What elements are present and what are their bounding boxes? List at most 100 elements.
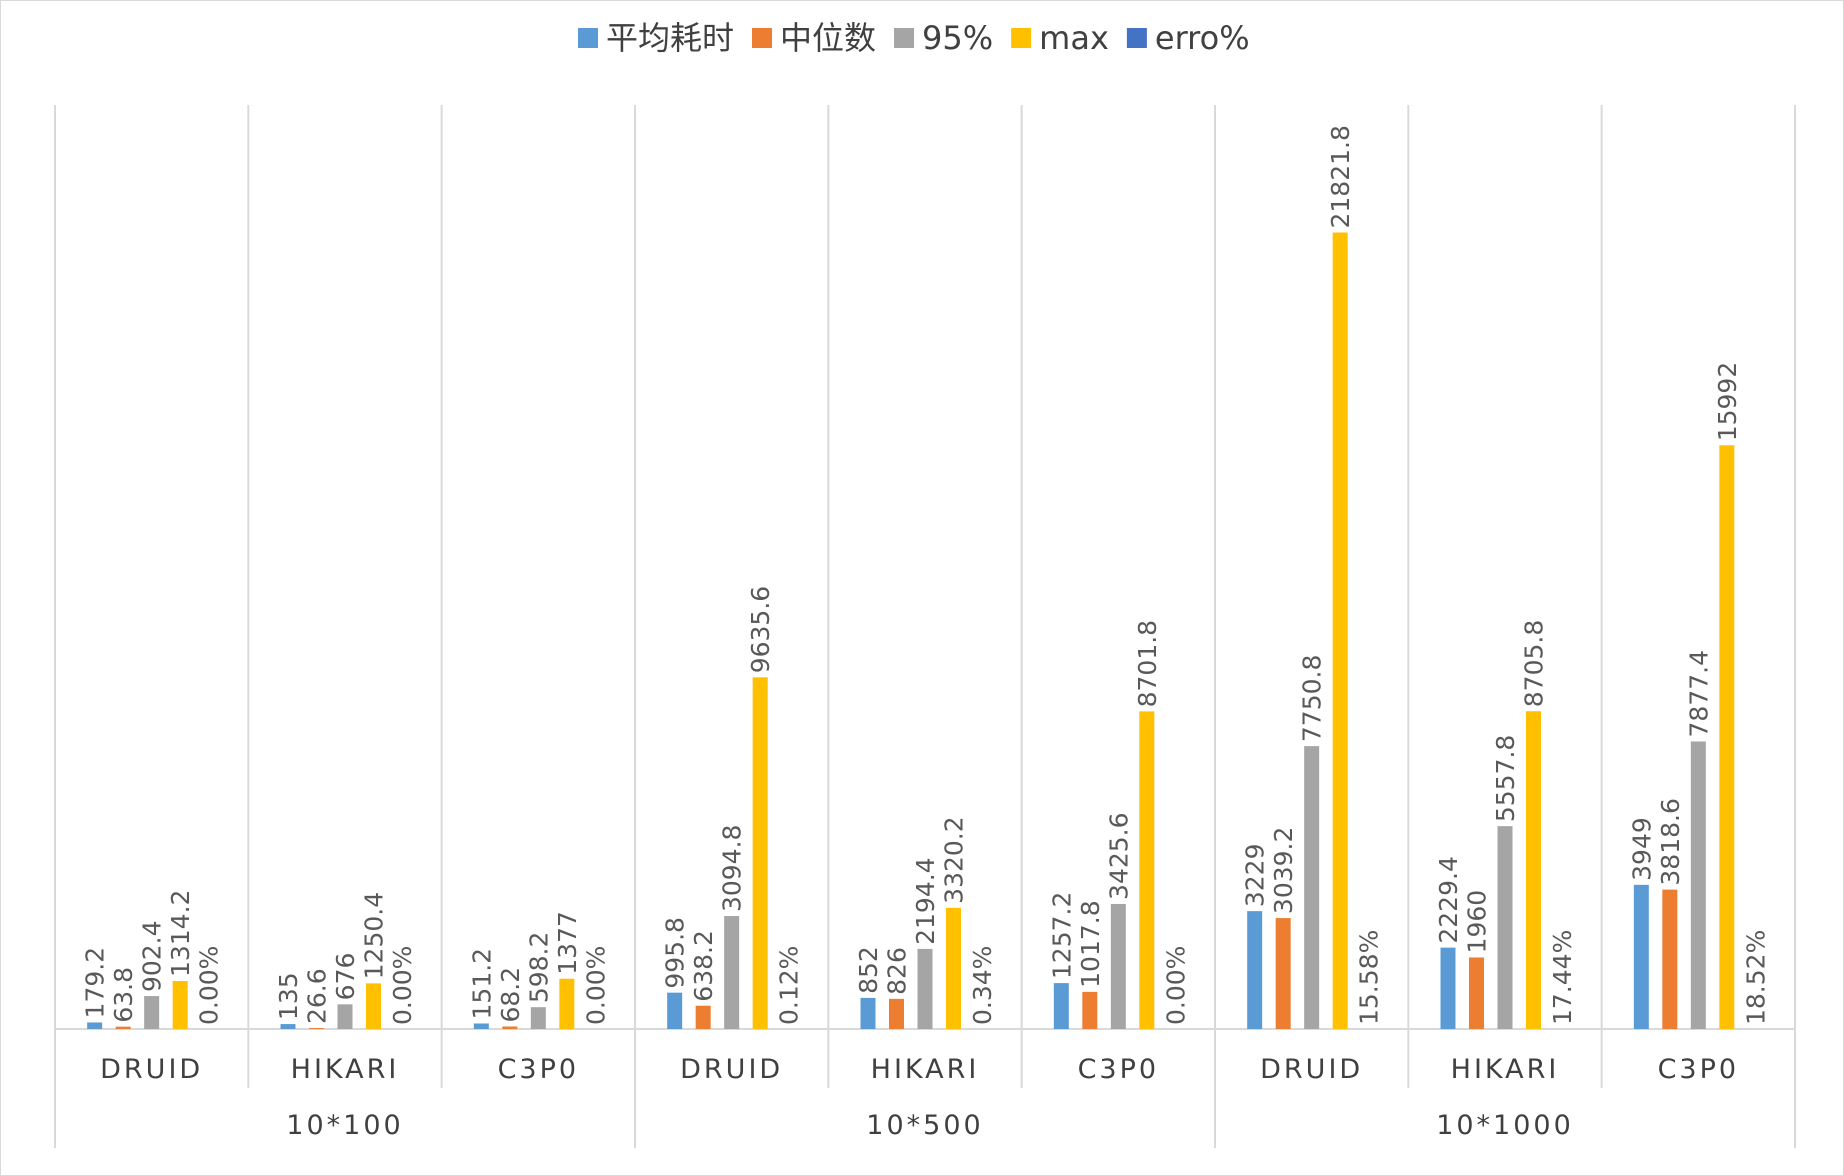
bar-中位数-druid <box>115 1026 131 1029</box>
data-label: 0.00% <box>1161 946 1190 1025</box>
bar-中位数-druid <box>695 1005 711 1029</box>
category-label: HIKARI <box>871 1054 980 1085</box>
bar-平均耗时-druid <box>667 992 683 1029</box>
legend-swatch <box>1011 28 1032 48</box>
bar-中位数-hikari <box>309 1028 324 1029</box>
group-label: 10*1000 <box>1436 1110 1574 1141</box>
bar-平均耗时-hikari <box>1440 947 1456 1029</box>
data-label: 3949 <box>1627 817 1656 881</box>
bar-max-druid <box>1332 232 1348 1030</box>
bar-平均耗时-druid <box>87 1022 103 1029</box>
data-label: 8701.8 <box>1133 620 1162 707</box>
category-label: DRUID <box>1260 1054 1363 1085</box>
data-label: 1257.2 <box>1047 892 1076 979</box>
category-label: DRUID <box>100 1054 203 1085</box>
data-label: 15992 <box>1713 362 1742 442</box>
bar-95%-hikari <box>917 948 933 1029</box>
data-label: 995.8 <box>661 917 690 989</box>
group-label: 10*100 <box>286 1110 403 1141</box>
bar-95%-c3p0 <box>530 1007 546 1029</box>
data-label: 2194.4 <box>911 857 940 944</box>
data-label: 63.8 <box>109 967 138 1023</box>
bar-中位数-hikari <box>889 998 904 1029</box>
legend-label: 中位数 <box>780 19 876 57</box>
data-label: 135 <box>274 972 303 1020</box>
bar-max-hikari <box>366 983 381 1029</box>
bar-95%-hikari <box>337 1004 353 1029</box>
bar-max-hikari <box>1526 711 1541 1029</box>
bar-中位数-c3p0 <box>502 1026 518 1029</box>
category-label: HIKARI <box>1451 1054 1560 1085</box>
bar-中位数-c3p0 <box>1662 889 1678 1029</box>
bar-平均耗时-c3p0 <box>473 1023 489 1029</box>
data-label: 1377 <box>553 911 582 975</box>
bar-95%-druid <box>144 996 160 1029</box>
data-label: 5557.8 <box>1491 735 1520 822</box>
data-label: 3094.8 <box>718 825 747 912</box>
data-label: 3320.2 <box>940 816 969 903</box>
category-label: C3P0 <box>498 1054 580 1085</box>
data-label: 7877.4 <box>1684 650 1713 737</box>
data-label: 0.00% <box>195 946 224 1025</box>
bar-中位数-c3p0 <box>1082 991 1098 1029</box>
legend-swatch <box>752 28 773 48</box>
category-label: HIKARI <box>291 1054 400 1085</box>
bar-平均耗时-hikari <box>280 1024 296 1029</box>
data-label: 21821.8 <box>1326 125 1355 228</box>
data-label: 151.2 <box>467 948 496 1020</box>
bar-平均耗时-druid <box>1247 911 1263 1029</box>
data-label: 2229.4 <box>1434 856 1463 943</box>
data-label: 902.4 <box>138 920 167 992</box>
data-label: 3039.2 <box>1269 827 1298 914</box>
data-label: 638.2 <box>689 930 718 1002</box>
bar-max-c3p0 <box>1719 445 1735 1029</box>
bar-中位数-druid <box>1275 918 1291 1029</box>
data-label: 17.44% <box>1548 930 1577 1025</box>
data-label: 0.00% <box>581 946 610 1025</box>
data-label: 15.58% <box>1355 930 1384 1025</box>
data-label: 826 <box>883 947 912 995</box>
bar-max-druid <box>752 677 768 1029</box>
data-label: 852 <box>854 946 883 994</box>
bar-平均耗时-c3p0 <box>1053 983 1069 1029</box>
legend-label: 95% <box>922 19 993 57</box>
data-label: 1314.2 <box>166 890 195 977</box>
data-label: 1960 <box>1463 890 1492 954</box>
bar-中位数-hikari <box>1469 957 1484 1029</box>
bar-95%-hikari <box>1497 826 1513 1029</box>
bar-max-druid <box>172 981 188 1029</box>
data-label: 0.34% <box>968 946 997 1025</box>
category-label: C3P0 <box>1658 1054 1740 1085</box>
bar-95%-c3p0 <box>1110 903 1126 1029</box>
legend-label: 平均耗时 <box>606 19 734 57</box>
legend-label: erro% <box>1155 19 1250 57</box>
data-label: 0.00% <box>388 946 417 1025</box>
data-label: 68.2 <box>496 967 525 1023</box>
legend-label: max <box>1039 19 1109 57</box>
bar-95%-druid <box>1304 746 1320 1029</box>
group-label: 10*500 <box>866 1110 983 1141</box>
bar-平均耗时-hikari <box>860 997 876 1029</box>
legend-swatch <box>578 28 598 48</box>
data-label: 0.12% <box>775 946 804 1025</box>
data-label: 179.2 <box>81 947 110 1019</box>
data-label: 3229 <box>1241 844 1270 908</box>
legend-swatch <box>1126 28 1147 48</box>
category-label: DRUID <box>680 1054 783 1085</box>
bar-95%-druid <box>724 916 740 1029</box>
data-label: 3425.6 <box>1104 812 1133 899</box>
bar-平均耗时-c3p0 <box>1633 884 1649 1029</box>
bar-max-c3p0 <box>559 978 575 1029</box>
bar-max-c3p0 <box>1139 711 1155 1029</box>
data-label: 18.52% <box>1741 930 1770 1025</box>
data-label: 7750.8 <box>1298 655 1327 742</box>
bar-95%-c3p0 <box>1690 741 1706 1029</box>
data-label: 676 <box>331 953 360 1001</box>
category-label: C3P0 <box>1078 1054 1160 1085</box>
data-label: 26.6 <box>303 968 332 1024</box>
bar-max-hikari <box>946 907 961 1029</box>
data-label: 3818.6 <box>1656 798 1685 885</box>
legend-swatch <box>894 28 915 48</box>
data-label: 9635.6 <box>746 586 775 673</box>
